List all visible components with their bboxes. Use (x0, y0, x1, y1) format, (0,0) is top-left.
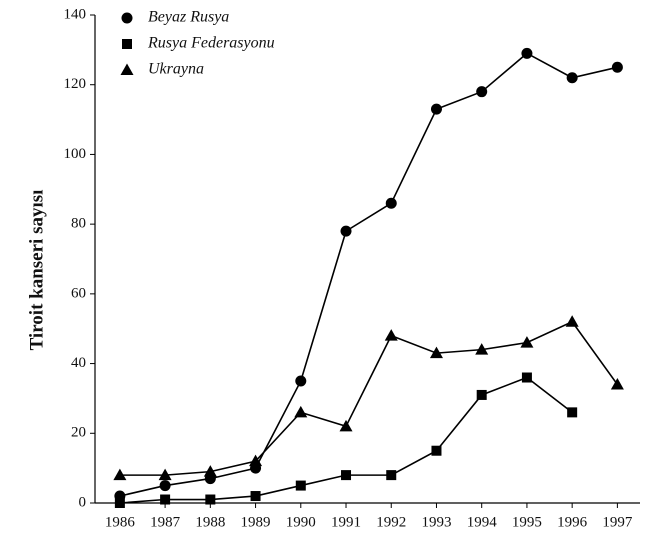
legend-marker (120, 63, 134, 75)
x-tick-label: 1986 (105, 514, 136, 530)
data-point (295, 480, 306, 491)
x-tick-label: 1992 (376, 514, 406, 530)
data-point (294, 405, 308, 418)
data-point (339, 419, 353, 432)
data-point (158, 468, 172, 481)
data-point (611, 61, 623, 73)
data-point (114, 498, 125, 508)
x-tick-label: 1993 (421, 514, 451, 530)
x-tick-label: 1997 (602, 514, 633, 530)
series-line (119, 376, 573, 504)
y-tick-label: 60 (71, 285, 86, 301)
data-point (521, 372, 532, 383)
y-tick-label: 140 (64, 6, 87, 22)
data-point (295, 375, 307, 387)
data-point (160, 494, 171, 505)
data-point (249, 454, 263, 467)
x-tick-label: 1995 (512, 514, 542, 530)
data-point (113, 468, 127, 481)
data-point (385, 197, 397, 209)
data-point (475, 343, 489, 355)
legend-marker (122, 39, 132, 49)
legend-label: Ukrayna (148, 61, 204, 78)
data-point (341, 470, 352, 481)
series-line (119, 52, 618, 497)
data-point (520, 336, 534, 348)
data-point (431, 445, 442, 456)
data-point (565, 315, 579, 327)
y-tick-label: 20 (71, 425, 86, 441)
data-point (250, 491, 261, 502)
data-point (476, 389, 487, 400)
data-point (566, 72, 578, 84)
data-point (340, 225, 352, 237)
data-point (567, 407, 578, 418)
data-point (429, 346, 443, 359)
series-line (119, 320, 619, 476)
y-tick-label: 0 (79, 494, 87, 510)
x-tick-label: 1990 (286, 514, 316, 530)
legend-marker (121, 12, 133, 24)
x-tick-label: 1996 (557, 514, 588, 530)
data-point (430, 103, 442, 115)
x-tick-label: 1987 (150, 514, 181, 530)
y-tick-label: 120 (64, 76, 87, 92)
y-axis-label: Tiroit kanseri sayısı (26, 190, 47, 351)
x-tick-label: 1989 (241, 514, 271, 530)
data-point (205, 494, 216, 505)
y-tick-label: 80 (71, 216, 86, 232)
legend-label: Beyaz Rusya (148, 9, 229, 26)
y-tick-label: 100 (64, 146, 87, 162)
data-point (610, 377, 624, 390)
data-point (476, 86, 488, 98)
data-point (386, 470, 397, 481)
legend-label: Rusya Federasyonu (147, 35, 275, 52)
y-tick-label: 40 (71, 355, 86, 371)
x-tick-label: 1991 (331, 514, 361, 530)
data-point (159, 480, 171, 492)
data-point (384, 329, 398, 341)
data-point (521, 47, 533, 59)
x-tick-label: 1988 (195, 514, 225, 530)
x-tick-label: 1994 (467, 514, 498, 530)
data-point (203, 465, 217, 477)
